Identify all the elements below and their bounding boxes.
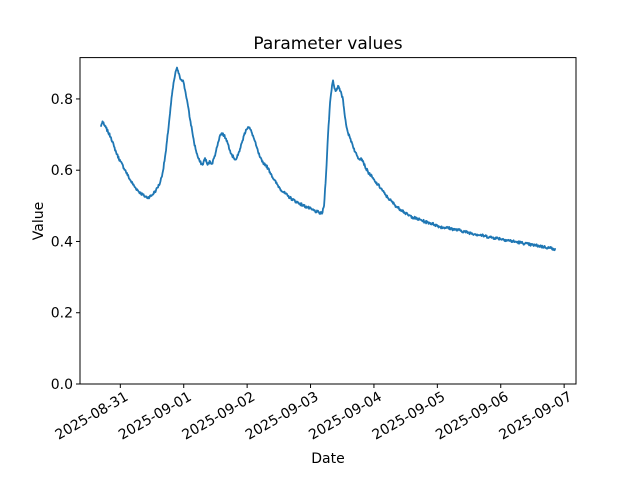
y-tick-label: 0.8 [51, 92, 73, 108]
y-tick-label: 0.4 [51, 234, 73, 250]
data-line [100, 66, 556, 252]
axes-spines [79, 57, 577, 385]
y-tick-label: 0.0 [51, 377, 73, 393]
y-tick-label: 0.6 [51, 163, 73, 179]
y-axis-label: Value [31, 201, 47, 241]
x-axis-label: Date [311, 451, 345, 467]
y-tick-label: 0.2 [51, 306, 73, 322]
chart-title: Parameter values [253, 34, 403, 54]
